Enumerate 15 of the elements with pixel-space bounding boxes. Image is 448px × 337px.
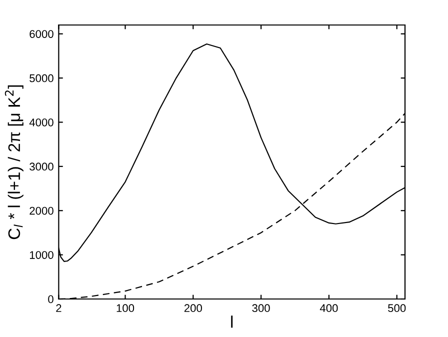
x-tick-label: 200: [184, 304, 202, 312]
y-tick-label: 6000: [30, 30, 54, 38]
y-tick-label: 1000: [30, 251, 54, 259]
x-tick-label: 500: [388, 304, 406, 312]
x-tick-label: 2: [56, 304, 62, 312]
y-tick-label: 5000: [30, 74, 54, 82]
x-tick-label: 400: [320, 304, 338, 312]
y-tick-label: 3000: [30, 162, 54, 171]
y-tick-label: 4000: [29, 118, 54, 126]
x-tick-label: 300: [252, 304, 270, 312]
x-tick-label: 100: [116, 304, 134, 312]
y-tick-label: 2000: [30, 206, 54, 215]
y-tick-label: 0: [48, 295, 54, 304]
y-axis-title: C$_{l}$ * l (l+1) / 2π [μ K$^{2}$]: [4, 85, 24, 240]
x-axis-title: l: [231, 316, 233, 328]
